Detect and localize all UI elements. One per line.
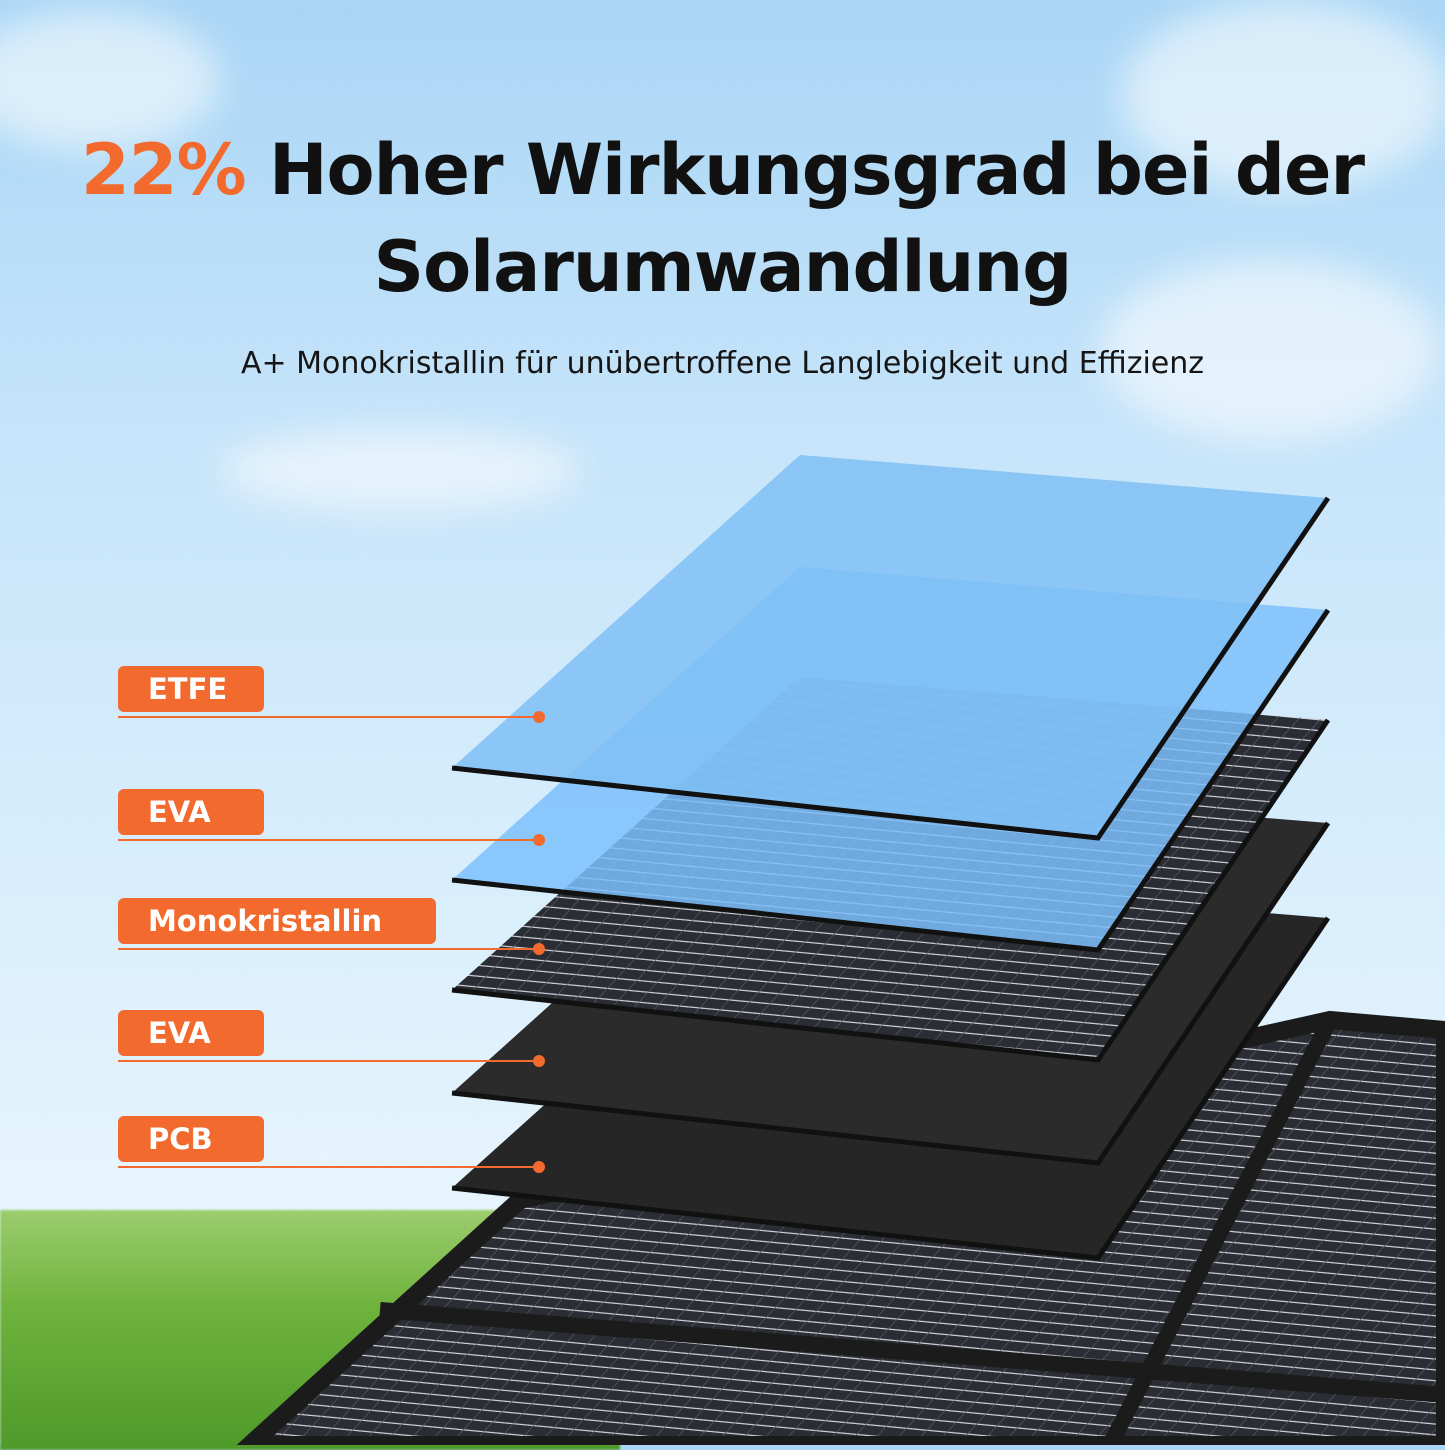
cloud bbox=[0, 10, 220, 150]
layer-etfe bbox=[452, 455, 1328, 838]
layer-label-pcb: PCB bbox=[118, 1116, 264, 1162]
leader-line bbox=[118, 948, 539, 950]
headline-line-2: Solarumwandlung bbox=[373, 226, 1073, 308]
leader-dot bbox=[533, 1161, 545, 1173]
layer-edge bbox=[451, 496, 1331, 841]
layer-label-monokristallin: Monokristallin bbox=[118, 898, 436, 944]
headline-accent: 22% bbox=[81, 129, 247, 211]
headline-text: Hoher Wirkungsgrad bei der bbox=[268, 129, 1365, 211]
leader-dot bbox=[533, 1055, 545, 1067]
layer-label-eva-top: EVA bbox=[118, 789, 264, 835]
leader-dot bbox=[533, 834, 545, 846]
leader-line bbox=[118, 716, 539, 718]
leader-dot bbox=[533, 943, 545, 955]
leader-line bbox=[118, 1166, 539, 1168]
cloud bbox=[220, 430, 580, 510]
leader-line bbox=[118, 1060, 539, 1062]
subtitle: A+ Monokristallin für unübertroffene Lan… bbox=[240, 346, 1205, 381]
layer-edge bbox=[451, 608, 1331, 953]
layer-label-eva-bottom: EVA bbox=[118, 1010, 264, 1056]
leader-dot bbox=[533, 711, 545, 723]
layer-edge bbox=[451, 718, 1331, 1063]
cloud bbox=[1120, 0, 1445, 190]
cloud bbox=[1100, 260, 1440, 440]
headline-line-1: 22% Hoher Wirkungsgrad bei der bbox=[0, 135, 1445, 205]
leader-line bbox=[118, 839, 539, 841]
layer-label-etfe: ETFE bbox=[118, 666, 264, 712]
layer-edge bbox=[451, 821, 1331, 1166]
layer-edge bbox=[451, 916, 1331, 1261]
